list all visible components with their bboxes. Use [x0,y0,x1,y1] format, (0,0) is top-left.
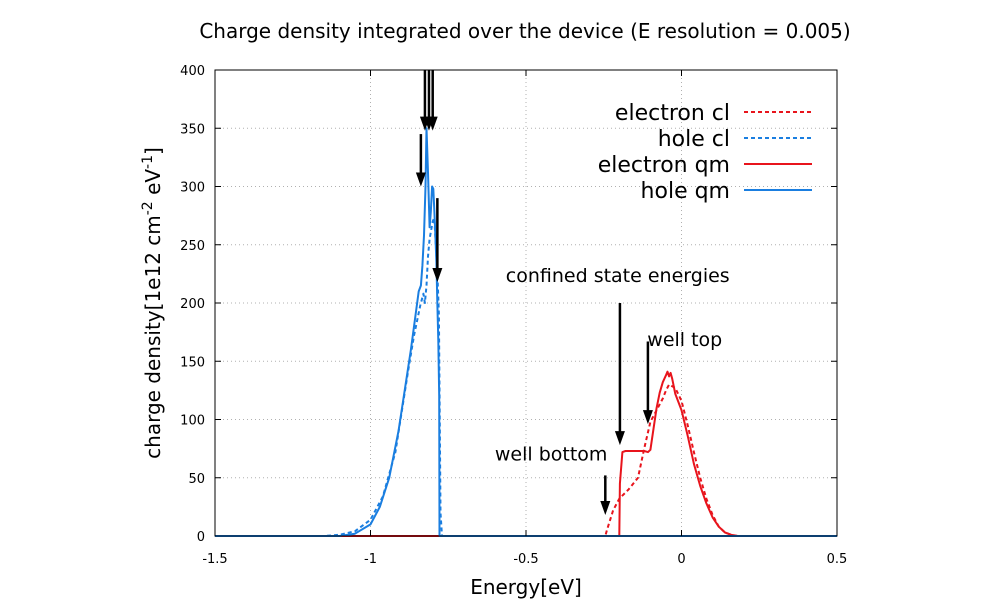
arrow-head [614,431,625,446]
y-tick-label: 400 [180,64,205,79]
annotations: confined state energies well top well bott… [495,265,730,465]
y-tick-label: 350 [180,122,205,137]
x-tick-label: -0.5 [513,552,538,567]
annotation-arrows [415,70,653,516]
series-layer [215,127,837,537]
legend-label: hole qm [641,179,730,204]
y-tick-label: 150 [180,355,205,370]
series-line-hole-qm [215,127,837,537]
x-tick-label: -1.5 [202,552,227,567]
y-label-base: charge density[1e12 cm [141,215,165,459]
arrow-head [432,268,443,283]
y-tick-label: 50 [188,472,205,487]
annotation-text: well bottom [495,443,608,465]
y-tick-label: 200 [180,297,205,312]
chart-title: Charge density integrated over the devic… [199,19,850,43]
x-tick-label: 0.5 [827,552,848,567]
y-label-sup1: -2 [140,201,156,215]
legend-label: hole cl [658,127,730,152]
annotation-text: well top [647,329,722,351]
y-label-end: ] [141,147,165,155]
x-axis-label: Energy[eV] [470,575,582,599]
y-tick-label: 250 [180,239,205,254]
x-tick-label: 0 [677,552,685,567]
legend-label: electron qm [598,153,730,178]
series-line-hole-cl [215,217,837,537]
legend-label: electron cl [615,101,730,126]
x-tick-label: -1 [364,552,377,567]
annotation-text: confined state energies [506,265,730,287]
y-label-mid: eV [141,169,165,202]
arrow-head [415,172,426,187]
arrow-head [600,501,611,516]
y-tick-label: 0 [197,530,205,545]
y-tick-label: 300 [180,181,205,196]
arrow-head [427,116,438,131]
y-tick-label: 100 [180,414,205,429]
y-axis-label: charge density[1e12 cm-2 eV-1] [140,147,165,459]
series-line-electron-qm [215,370,837,537]
tick-layer: -1.5 -1 -0.5 0 0.5 0 50 100 150 200 250 300 350 400 [180,64,847,567]
y-label-sup2: -1 [140,155,156,169]
arrow-head [642,410,653,425]
grid [215,70,837,536]
